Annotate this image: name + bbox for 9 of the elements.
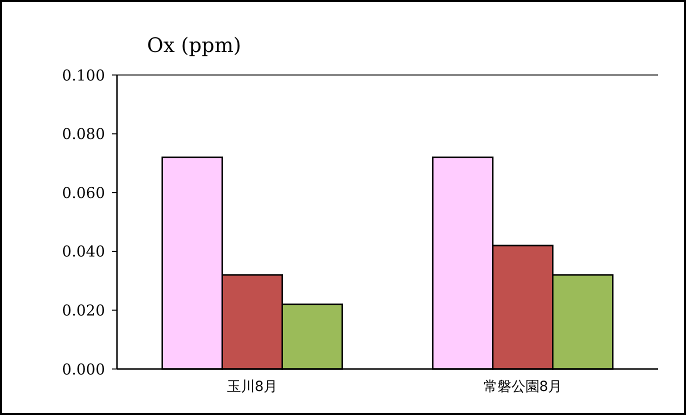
y-axis-title: Ox (ppm) — [147, 33, 242, 57]
y-tick-label: 0.040 — [62, 242, 105, 261]
y-tick-label: 0.060 — [62, 184, 105, 202]
y-tick-label: 0.000 — [62, 360, 105, 378]
y-tick-label: 0.080 — [62, 125, 105, 144]
x-tick-label: 玉川8月 — [226, 379, 278, 395]
y-tick-label: 0.020 — [62, 301, 105, 320]
x-tick-label: 常磐公園8月 — [483, 379, 562, 395]
y-tick-label: 0.100 — [62, 66, 105, 84]
